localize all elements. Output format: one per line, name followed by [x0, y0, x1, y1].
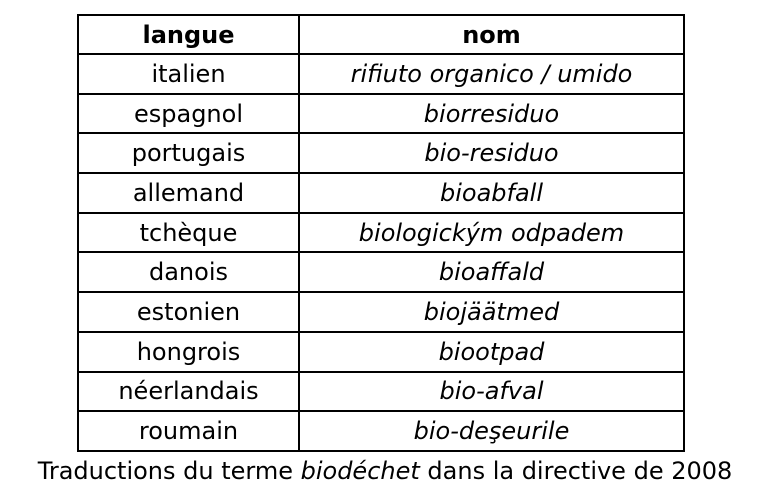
cell-langue: italien — [77, 53, 300, 95]
cell-nom: biojäätmed — [298, 291, 685, 333]
table-row: italien rifiuto organico / umido — [77, 53, 685, 95]
cell-langue: néerlandais — [77, 370, 300, 413]
cell-langue: danois — [77, 251, 300, 294]
table-row: hongrois biootpad — [77, 330, 685, 373]
cell-nom: biootpad — [298, 330, 685, 373]
cell-nom: biorresiduo — [298, 92, 685, 135]
cell-langue: portugais — [77, 132, 300, 175]
translations-table: langue nom italien rifiuto organico / um… — [77, 14, 685, 452]
column-header-langue: langue — [77, 14, 300, 55]
column-header-nom: nom — [298, 14, 685, 55]
cell-langue: roumain — [77, 410, 300, 452]
table-row: néerlandais bio-afval — [77, 370, 685, 413]
cell-langue: espagnol — [77, 92, 300, 135]
cell-nom: bio-deşeurile — [298, 410, 685, 452]
table-row: estonien biojäätmed — [77, 291, 685, 333]
translations-table-container: langue nom italien rifiuto organico / um… — [77, 14, 685, 452]
table-row: portugais bio-residuo — [77, 132, 685, 175]
table-row: allemand bioabfall — [77, 172, 685, 214]
table-row: tchèque biologickým odpadem — [77, 211, 685, 254]
caption-term: biodéchet — [300, 457, 420, 485]
cell-langue: tchèque — [77, 211, 300, 254]
cell-nom: bio-residuo — [298, 132, 685, 175]
caption-text-after: dans la directive de 2008 — [419, 457, 733, 485]
cell-nom: bioaffald — [298, 251, 685, 294]
table-row: espagnol biorresiduo — [77, 92, 685, 135]
table-caption: Traductions du terme biodéchet dans la d… — [0, 455, 770, 487]
cell-langue: estonien — [77, 291, 300, 333]
table-header-row: langue nom — [77, 14, 685, 55]
cell-nom: bioabfall — [298, 172, 685, 214]
table-row: danois bioaffald — [77, 251, 685, 294]
cell-langue: allemand — [77, 172, 300, 214]
cell-langue: hongrois — [77, 330, 300, 373]
cell-nom: rifiuto organico / umido — [298, 53, 685, 95]
cell-nom: bio-afval — [298, 370, 685, 413]
cell-nom: biologickým odpadem — [298, 211, 685, 254]
caption-text-before: Traductions du terme — [37, 457, 301, 485]
table-row: roumain bio-deşeurile — [77, 410, 685, 452]
